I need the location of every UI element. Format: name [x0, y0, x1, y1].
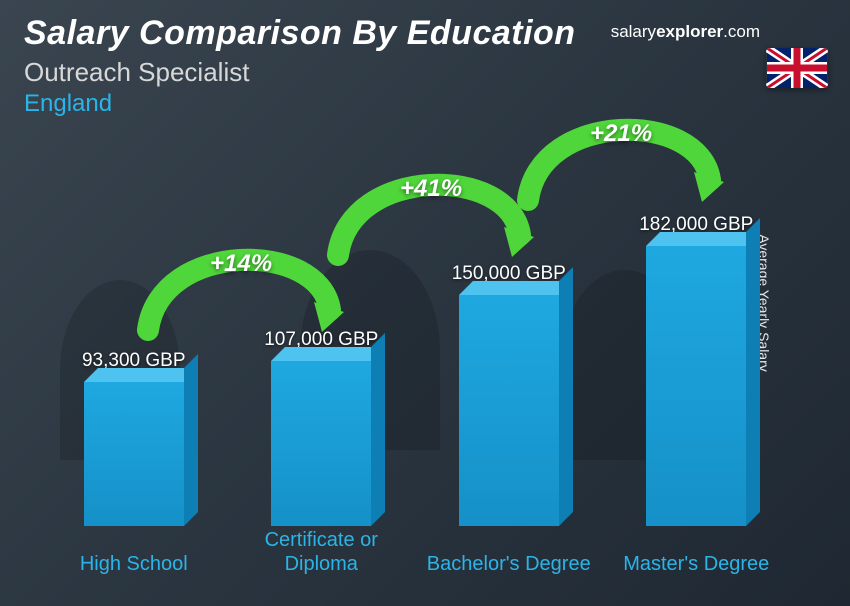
bar-group: 107,000 GBP Certificate or Diploma [231, 329, 411, 526]
bar-label: High School [44, 552, 224, 576]
bar-top-face [84, 368, 198, 382]
bars-container: 93,300 GBP High School 107,000 GBP Certi… [40, 186, 790, 526]
bar-top-face [271, 347, 385, 361]
bar-front-face [459, 295, 559, 526]
increase-label: +41% [400, 175, 462, 203]
chart-subtitle: Outreach Specialist [24, 57, 826, 88]
brand-watermark: salaryexplorer.com [611, 22, 760, 42]
chart-area: 93,300 GBP High School 107,000 GBP Certi… [40, 140, 790, 576]
bar-top-face [646, 232, 760, 246]
bar-front-face [646, 246, 746, 526]
bar-label: Bachelor's Degree [419, 552, 599, 576]
bar-label: Certificate or Diploma [231, 528, 411, 576]
uk-flag-icon [766, 48, 828, 88]
bar-side-face [746, 218, 760, 526]
bar-side-face [184, 354, 198, 526]
bar-group: 150,000 GBP Bachelor's Degree [419, 263, 599, 526]
bar [646, 246, 746, 526]
bar-front-face [84, 382, 184, 526]
bar-label: Master's Degree [606, 552, 786, 576]
increase-label: +14% [210, 250, 272, 278]
bar [271, 361, 371, 526]
bar-group: 182,000 GBP Master's Degree [606, 214, 786, 526]
bar-group: 93,300 GBP High School [44, 350, 224, 526]
bar-side-face [559, 267, 573, 526]
chart-region: England [24, 90, 826, 118]
brand-bold: explorer [656, 22, 723, 41]
brand-suffix: .com [723, 22, 760, 41]
bar-side-face [371, 333, 385, 526]
bar-front-face [271, 361, 371, 526]
bar [84, 382, 184, 526]
increase-label: +21% [590, 120, 652, 148]
bar-top-face [459, 281, 573, 295]
bar [459, 295, 559, 526]
brand-prefix: salary [611, 22, 656, 41]
